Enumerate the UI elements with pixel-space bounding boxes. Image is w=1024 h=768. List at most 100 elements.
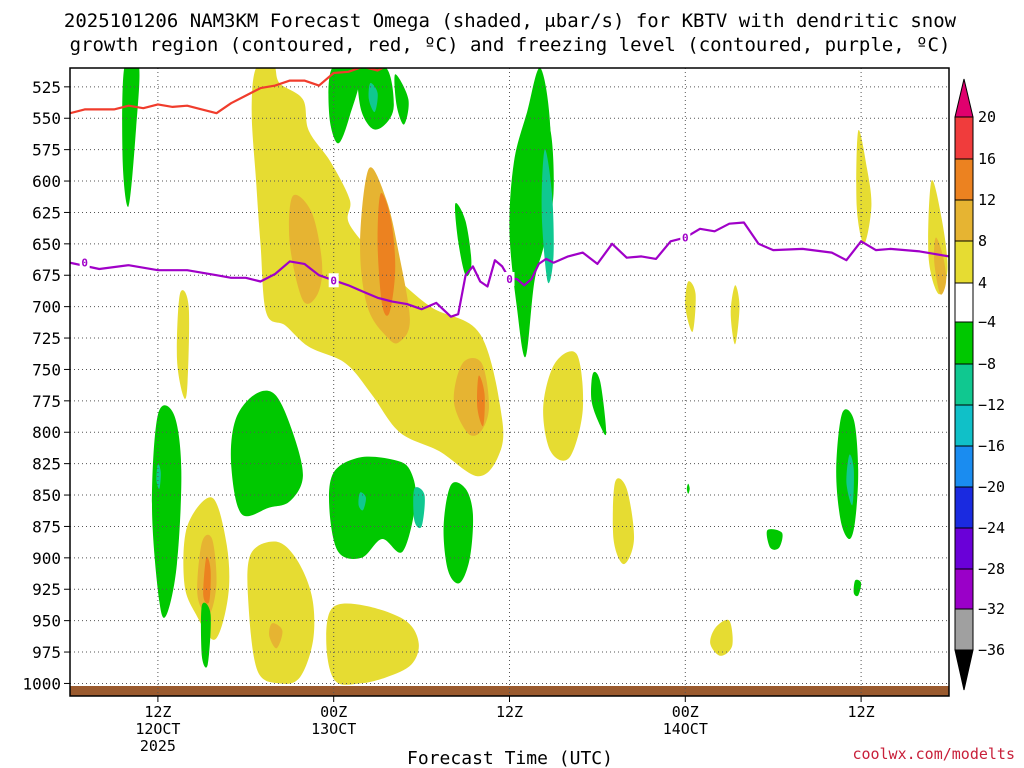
freezing-label-bg bbox=[504, 272, 515, 287]
omega-region bbox=[766, 529, 783, 550]
y-tick-label: 775 bbox=[32, 392, 61, 411]
freezing-level-label: 0 bbox=[81, 257, 88, 270]
colorbar-box bbox=[954, 527, 974, 570]
chart-title-line2: growth region (contoured, red, ºC) and f… bbox=[70, 34, 951, 56]
plot-area: 0 0 0 0 525 550 575 600 625 650 675 700 725 750 775 80… bbox=[22, 67, 950, 755]
omega-region bbox=[856, 129, 872, 244]
colorbar-box bbox=[954, 404, 974, 447]
omega-region bbox=[454, 203, 472, 277]
omega-region bbox=[543, 351, 584, 461]
y-tick-label: 750 bbox=[32, 360, 61, 379]
colorbar-label: −8 bbox=[978, 355, 996, 373]
colorbar-box bbox=[954, 282, 974, 323]
x-tick-year: 2025 bbox=[140, 737, 176, 755]
colorbar-box bbox=[954, 199, 974, 242]
omega-region bbox=[122, 68, 140, 207]
colorbar-label: −32 bbox=[978, 600, 1005, 618]
grid-lines bbox=[70, 68, 949, 696]
omega-region bbox=[230, 390, 303, 517]
colorbar-box bbox=[954, 608, 974, 651]
omega-region bbox=[200, 602, 211, 668]
colorbar-bottom-arrow bbox=[954, 649, 974, 691]
colorbar-label: 16 bbox=[978, 150, 996, 168]
omega-region bbox=[203, 556, 211, 604]
chart-title-line1: 2025101206 NAM3KM Forecast Omega (shaded… bbox=[64, 10, 957, 32]
freezing-label-bg bbox=[680, 230, 691, 245]
omega-region bbox=[591, 371, 607, 436]
temperature-contours: 0 0 0 0 bbox=[70, 68, 949, 318]
colorbar: 20 16 12 8 4 −4 −8 −12 −16 −20 −24 −28 −32 −36 bbox=[954, 78, 1005, 691]
omega-shading bbox=[122, 68, 948, 685]
omega-region bbox=[176, 290, 190, 399]
y-tick-label: 950 bbox=[32, 612, 61, 631]
omega-region bbox=[247, 541, 315, 684]
y-axis: 525 550 575 600 625 650 675 700 725 750 775 800 825 8… bbox=[22, 78, 70, 693]
freezing-label-bg bbox=[328, 273, 339, 288]
omega-region bbox=[151, 405, 182, 618]
freezing-level-label: 0 bbox=[506, 273, 513, 286]
omega-region bbox=[853, 579, 862, 597]
y-tick-label: 1000 bbox=[22, 674, 61, 693]
colorbar-label: 12 bbox=[978, 191, 996, 209]
x-tick-label: 12Z bbox=[496, 703, 523, 721]
omega-region bbox=[328, 456, 416, 559]
colorbar-label: 20 bbox=[978, 108, 996, 126]
x-tick-label: 12Z bbox=[144, 703, 171, 721]
colorbar-label: −16 bbox=[978, 437, 1005, 455]
omega-region bbox=[394, 74, 409, 125]
colorbar-label: −12 bbox=[978, 396, 1005, 414]
y-tick-label: 725 bbox=[32, 329, 61, 348]
y-tick-label: 575 bbox=[32, 141, 61, 160]
colorbar-box bbox=[954, 116, 974, 160]
colorbar-label: 8 bbox=[978, 232, 987, 250]
y-tick-label: 700 bbox=[32, 298, 61, 317]
colorbar-label: 4 bbox=[978, 274, 987, 292]
omega-region bbox=[326, 603, 419, 685]
y-tick-label: 625 bbox=[32, 203, 61, 222]
y-tick-label: 825 bbox=[32, 455, 61, 474]
y-tick-label: 850 bbox=[32, 486, 61, 505]
omega-region bbox=[288, 194, 323, 304]
colorbar-label: −4 bbox=[978, 313, 996, 331]
y-tick-label: 925 bbox=[32, 580, 61, 599]
omega-region bbox=[358, 492, 366, 511]
y-tick-label: 800 bbox=[32, 423, 61, 442]
colorbar-box bbox=[954, 321, 974, 365]
omega-region bbox=[710, 619, 733, 656]
y-tick-label: 550 bbox=[32, 109, 61, 128]
dgz-contour-line bbox=[70, 68, 385, 115]
x-tick-label: 12Z bbox=[848, 703, 875, 721]
colorbar-label: −24 bbox=[978, 519, 1005, 537]
y-tick-label: 900 bbox=[32, 549, 61, 568]
omega-region bbox=[934, 237, 947, 295]
colorbar-box bbox=[954, 568, 974, 610]
x-tick-label: 00Z bbox=[672, 703, 699, 721]
omega-region bbox=[846, 454, 854, 506]
colorbar-box bbox=[954, 486, 974, 529]
omega-region bbox=[477, 375, 485, 427]
omega-region bbox=[269, 623, 283, 649]
y-tick-label: 675 bbox=[32, 266, 61, 285]
x-tick-date: 13OCT bbox=[311, 720, 356, 738]
x-tick-label: 00Z bbox=[320, 703, 347, 721]
omega-region bbox=[612, 478, 635, 565]
x-tick-date: 12OCT bbox=[135, 720, 180, 738]
omega-region bbox=[413, 487, 425, 529]
colorbar-box bbox=[954, 158, 974, 201]
omega-region bbox=[156, 463, 161, 489]
y-tick-label: 650 bbox=[32, 235, 61, 254]
ground-terrain bbox=[70, 686, 949, 696]
y-tick-label: 975 bbox=[32, 643, 61, 662]
y-tick-label: 600 bbox=[32, 172, 61, 191]
omega-region bbox=[368, 82, 378, 113]
x-axis-title: Forecast Time (UTC) bbox=[407, 748, 613, 768]
omega-region bbox=[541, 149, 554, 284]
omega-region bbox=[730, 285, 740, 345]
omega-region bbox=[686, 483, 690, 494]
x-tick-date: 14OCT bbox=[663, 720, 708, 738]
y-tick-label: 875 bbox=[32, 517, 61, 536]
credit-text: coolwx.com/modelts bbox=[852, 745, 1015, 763]
